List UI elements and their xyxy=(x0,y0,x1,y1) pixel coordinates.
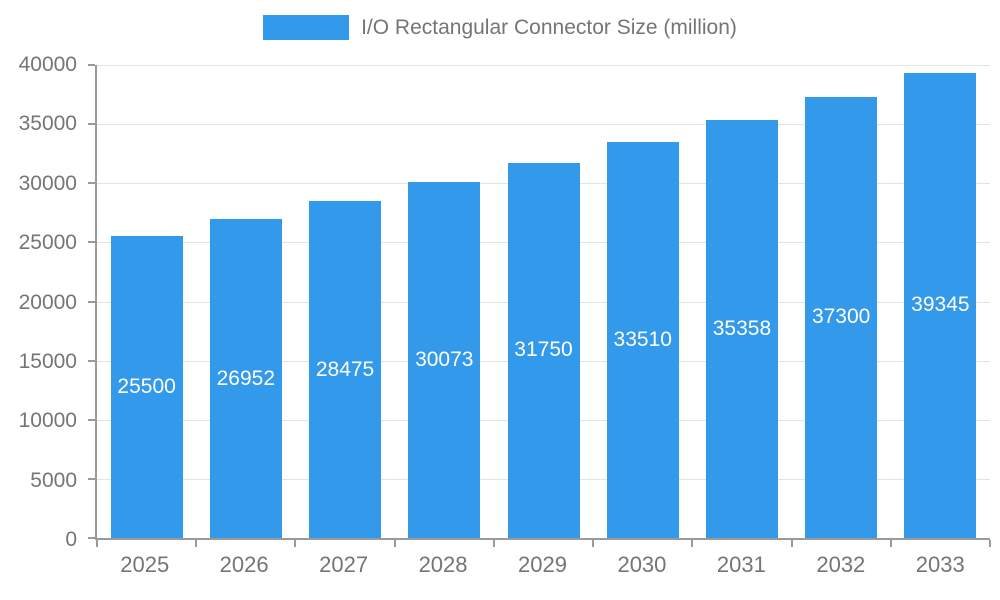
bar-value-label: 31750 xyxy=(514,338,573,362)
bar-2026: 26952 xyxy=(209,219,282,538)
y-axis-label: 5000 xyxy=(30,468,77,492)
bar-value-label: 25500 xyxy=(117,375,176,399)
x-axis-tick xyxy=(195,540,198,547)
y-axis-tick xyxy=(88,300,95,303)
y-axis-label: 35000 xyxy=(18,112,77,136)
bar-value-label: 26952 xyxy=(216,366,276,390)
bar-2028: 30073 xyxy=(408,182,481,538)
y-axis-tick xyxy=(88,418,95,421)
bar-value-label: 39345 xyxy=(911,293,970,317)
bar-2027: 28475 xyxy=(309,201,382,538)
y-axis-labels: 0 5000 10000 15000 20000 25000 30000 35000 40000 xyxy=(0,53,85,551)
x-axis-label: 2031 xyxy=(716,552,766,577)
x-axis-label: 2033 xyxy=(915,552,965,577)
y-axis-tick xyxy=(88,241,95,244)
y-axis-tick xyxy=(88,359,95,362)
y-axis-tick xyxy=(88,182,95,185)
x-axis-tick xyxy=(989,540,991,547)
y-axis-tick xyxy=(88,537,95,539)
bar-2030: 33510 xyxy=(606,141,679,538)
x-axis-tick xyxy=(691,540,694,547)
plot-area: 25500 26952 28475 30073 31750 33510 35358 37300… xyxy=(88,64,991,547)
x-axis-label: 2030 xyxy=(617,552,667,577)
bar-value-label: 35358 xyxy=(712,316,772,340)
bar-value-label: 30073 xyxy=(415,348,474,372)
x-axis-tick xyxy=(393,540,396,547)
y-axis-label: 15000 xyxy=(18,349,77,373)
legend-item[interactable]: I/O Rectangular Connector Size (million) xyxy=(0,15,1000,40)
bar-2031: 35358 xyxy=(705,119,778,538)
y-axis-label: 10000 xyxy=(18,409,77,433)
bar-value-label: 28475 xyxy=(315,357,375,381)
bar-2033: 39345 xyxy=(904,72,977,538)
y-axis-tick xyxy=(88,477,95,480)
y-axis-label: 40000 xyxy=(18,53,77,76)
y-axis-label: 30000 xyxy=(18,171,77,195)
bar-value-label: 33510 xyxy=(613,327,672,351)
bar-2025: 25500 xyxy=(110,236,183,538)
y-axis-tick xyxy=(88,123,95,126)
x-axis-tick xyxy=(294,540,297,547)
x-axis-label: 2029 xyxy=(518,552,567,577)
y-axis-tick xyxy=(88,64,95,66)
y-axis-label: 20000 xyxy=(18,290,77,314)
bar-2032: 37300 xyxy=(805,96,878,538)
y-axis-label: 0 xyxy=(65,528,77,551)
x-axis-label: 2025 xyxy=(120,552,170,577)
x-axis-tick xyxy=(96,540,98,547)
x-axis-labels: 2025 2026 2027 2028 2029 2030 2031 2032 2033 xyxy=(95,542,990,582)
x-axis-tick xyxy=(492,540,495,547)
bar-2029: 31750 xyxy=(507,162,580,538)
gridline xyxy=(97,65,990,66)
x-axis-tick xyxy=(889,540,892,547)
x-axis-label: 2028 xyxy=(418,552,468,577)
legend-label: I/O Rectangular Connector Size (million) xyxy=(361,15,737,39)
y-axis-label: 25000 xyxy=(18,231,77,255)
x-axis-tick xyxy=(790,540,793,547)
x-axis-label: 2027 xyxy=(319,552,369,577)
legend-swatch xyxy=(263,15,350,40)
x-axis-tick xyxy=(592,540,595,547)
gridline xyxy=(97,124,990,126)
x-axis-label: 2032 xyxy=(816,552,866,577)
x-axis-label: 2026 xyxy=(219,552,269,577)
bar-value-label: 37300 xyxy=(811,305,871,329)
